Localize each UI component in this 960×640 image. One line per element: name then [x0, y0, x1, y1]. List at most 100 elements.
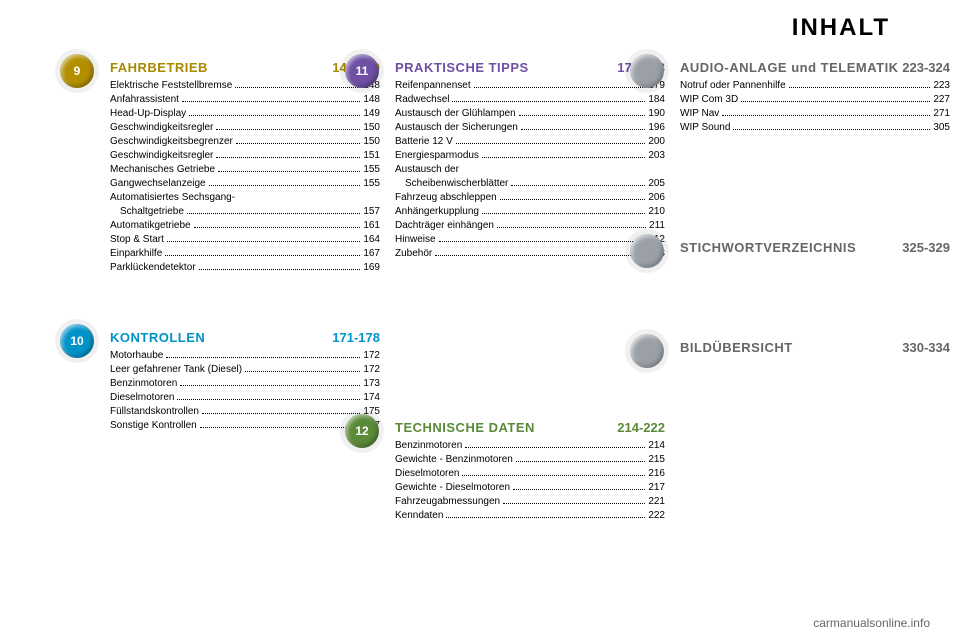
toc-entry-label: Benzinmotoren: [110, 377, 177, 391]
toc-entry-page: 150: [363, 121, 380, 135]
toc-entry-page: 157: [363, 205, 380, 219]
toc-entry-label: WIP Com 3D: [680, 93, 738, 107]
footer-credit: carmanualsonline.info: [813, 616, 930, 630]
toc-entry: Dieselmotoren174: [110, 391, 380, 405]
toc-leader-dots: [216, 129, 360, 130]
toc-leader-dots: [200, 427, 361, 428]
toc-entry-label: Radwechsel: [395, 93, 449, 107]
section-s12: TECHNISCHE DATEN214-222Benzinmotoren214G…: [395, 420, 665, 523]
toc-entry-page: 172: [363, 349, 380, 363]
toc-entry: Geschwindigkeitsregler150: [110, 121, 380, 135]
toc-entry-label: Gangwechselanzeige: [110, 177, 206, 191]
toc-leader-dots: [789, 87, 931, 88]
toc-leader-dots: [182, 101, 360, 102]
toc-entry: Einparkhilfe167: [110, 247, 380, 261]
toc-leader-dots: [235, 87, 360, 88]
section-page-range: 223-324: [902, 60, 950, 75]
toc-entry-page: 169: [363, 261, 380, 275]
toc-entry-label: Sonstige Kontrollen: [110, 419, 197, 433]
section-audio: AUDIO-ANLAGE und TELEMATIK223-324 Notruf …: [680, 60, 950, 135]
toc-entry-page: 206: [648, 191, 665, 205]
section-entries: Elektrische Feststellbremse148Anfahrassi…: [110, 79, 380, 275]
section-header: PRAKTISCHE TIPPS179-213: [395, 60, 665, 75]
section-header: AUDIO-ANLAGE und TELEMATIK223-324: [680, 60, 950, 75]
toc-entry-label: Kenndaten: [395, 509, 443, 523]
toc-leader-dots: [180, 385, 360, 386]
toc-entry-page: 227: [933, 93, 950, 107]
toc-entry-label: Geschwindigkeitsbegrenzer: [110, 135, 233, 149]
toc-leader-dots: [741, 101, 930, 102]
toc-entry: Fahrzeug abschleppen206: [395, 191, 665, 205]
toc-entry-label: Fahrzeugabmessungen: [395, 495, 500, 509]
toc-entry-page: 155: [363, 163, 380, 177]
toc-leader-dots: [435, 255, 645, 256]
section-bild: BILDÜBERSICHT330-334: [680, 340, 950, 359]
toc-entry-page: 172: [363, 363, 380, 377]
toc-entry-page: 148: [363, 93, 380, 107]
toc-entry: Fahrzeugabmessungen221: [395, 495, 665, 509]
toc-entry-label: Gewichte - Benzinmotoren: [395, 453, 513, 467]
toc-entry-page: 173: [363, 377, 380, 391]
section-s11: PRAKTISCHE TIPPS179-213Reifenpannenset17…: [395, 60, 665, 261]
toc-leader-dots: [482, 157, 645, 158]
toc-entry: Gewichte - Dieselmotoren 217: [395, 481, 665, 495]
toc-entry-page: 149: [363, 107, 380, 121]
toc-entry: Benzinmotoren214: [395, 439, 665, 453]
page-title: INHALT: [792, 14, 890, 42]
toc-entry: Stop & Start164: [110, 233, 380, 247]
toc-leader-dots: [465, 447, 645, 448]
toc-entry: Anhängerkupplung210: [395, 205, 665, 219]
toc-leader-dots: [218, 171, 360, 172]
toc-entry: Füllstandskontrollen175: [110, 405, 380, 419]
toc-leader-dots: [521, 129, 645, 130]
section-page-range: 214-222: [617, 420, 665, 435]
toc-entry-label: Motorhaube: [110, 349, 163, 363]
toc-entry-label: Notruf oder Pannenhilfe: [680, 79, 786, 93]
section-title: FAHRBETRIEB: [110, 60, 208, 75]
toc-leader-dots: [167, 241, 360, 242]
toc-entry-page: 200: [648, 135, 665, 149]
toc-leader-dots: [439, 241, 646, 242]
toc-entry-page: 184: [648, 93, 665, 107]
toc-entry-page: 223: [933, 79, 950, 93]
toc-entry-page: 214: [648, 439, 665, 453]
toc-entry: Benzinmotoren 173: [110, 377, 380, 391]
toc-entry-page: 190: [648, 107, 665, 121]
section-badge-s12: 12: [345, 414, 379, 448]
toc-leader-dots: [474, 87, 646, 88]
toc-entry-label: Austausch der Glühlampen: [395, 107, 516, 121]
toc-leader-dots: [177, 399, 360, 400]
toc-entry: Motorhaube 172: [110, 349, 380, 363]
section-title: TECHNISCHE DATEN: [395, 420, 535, 435]
toc-entry-page: 211: [649, 219, 665, 233]
toc-entry-page: 217: [648, 481, 665, 495]
toc-entry: Anfahrassistent148: [110, 93, 380, 107]
toc-entry: Kenndaten222: [395, 509, 665, 523]
toc-entry: Scheibenwischerblätter205: [395, 177, 665, 191]
section-page-range: 171-178: [332, 330, 380, 345]
toc-entry: WIP Nav271: [680, 107, 950, 121]
toc-entry-label: Geschwindigkeitsregler: [110, 149, 213, 163]
toc-entry-page: 174: [363, 391, 380, 405]
toc-entry-label: Gewichte - Dieselmotoren: [395, 481, 510, 495]
toc-entry-label: Reifenpannenset: [395, 79, 471, 93]
toc-entry-label: Dieselmotoren: [395, 467, 459, 481]
toc-entry-page: 151: [363, 149, 380, 163]
toc-entry: Dieselmotoren216: [395, 467, 665, 481]
toc-entry: Elektrische Feststellbremse148: [110, 79, 380, 93]
toc-entry-label: Leer gefahrener Tank (Diesel): [110, 363, 242, 377]
section-badge-audio: [630, 54, 664, 88]
toc-entry-label: Stop & Start: [110, 233, 164, 247]
toc-entry: Parklückendetektor169: [110, 261, 380, 275]
toc-entry-page: 155: [363, 177, 380, 191]
toc-entry: Zubehör213: [395, 247, 665, 261]
toc-entry: Energiesparmodus203: [395, 149, 665, 163]
toc-entry: Austausch der Sicherungen196: [395, 121, 665, 135]
toc-entry: Mechanisches Getriebe155: [110, 163, 380, 177]
toc-entry: Automatisiertes Sechsgang-: [110, 191, 380, 205]
section-entries: Motorhaube 172 Leer gefahrener Tank (Diese…: [110, 349, 380, 433]
toc-leader-dots: [516, 461, 645, 462]
toc-entry-label: Elektrische Feststellbremse: [110, 79, 232, 93]
toc-entry-page: 210: [648, 205, 665, 219]
toc-entry-page: 215: [648, 453, 665, 467]
